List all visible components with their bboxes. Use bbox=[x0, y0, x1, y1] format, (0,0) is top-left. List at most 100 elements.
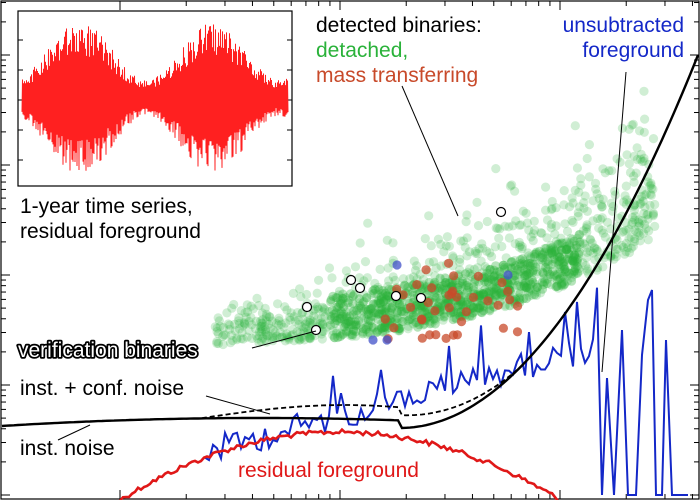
blue-point bbox=[382, 335, 392, 345]
detached-point bbox=[529, 216, 539, 226]
detached-point bbox=[523, 258, 534, 268]
detached-point bbox=[576, 180, 586, 190]
detached-point bbox=[569, 259, 579, 270]
detached-point bbox=[640, 219, 650, 230]
detached-point bbox=[252, 293, 262, 303]
detached-point bbox=[380, 322, 390, 332]
detached-point bbox=[564, 255, 574, 266]
detached-point bbox=[540, 243, 550, 254]
detached-point bbox=[332, 302, 342, 312]
detached-point bbox=[317, 318, 327, 328]
detached-point bbox=[363, 316, 374, 326]
mass-transferring-point bbox=[423, 297, 433, 308]
detached-point bbox=[583, 264, 593, 274]
detached-point bbox=[517, 258, 527, 268]
detached-point bbox=[572, 255, 583, 265]
detached-point bbox=[339, 321, 349, 331]
detached-point bbox=[484, 278, 494, 288]
detached-point bbox=[548, 242, 558, 252]
detached-point bbox=[294, 319, 304, 329]
detached-point bbox=[550, 229, 560, 239]
detached-point bbox=[212, 323, 222, 333]
detached-point bbox=[569, 270, 579, 280]
detached-point bbox=[621, 181, 631, 191]
detached-point bbox=[319, 303, 329, 313]
detached-point bbox=[353, 316, 364, 326]
detached-point bbox=[572, 233, 582, 243]
detached-point bbox=[293, 315, 304, 325]
detached-point bbox=[382, 291, 392, 301]
detached-point bbox=[455, 302, 465, 312]
detached-point bbox=[565, 242, 575, 252]
detached-point bbox=[528, 277, 538, 287]
detached-point bbox=[482, 278, 492, 289]
detached-point bbox=[568, 217, 578, 227]
detached-point bbox=[491, 164, 501, 174]
detached-point bbox=[531, 262, 541, 272]
detached-point bbox=[448, 251, 458, 261]
detached-point bbox=[462, 280, 472, 291]
detached-point bbox=[409, 272, 419, 282]
detached-point bbox=[392, 313, 402, 323]
detached-point bbox=[532, 282, 543, 292]
detached-point bbox=[568, 256, 578, 266]
detached-point bbox=[486, 274, 496, 284]
detached-point bbox=[614, 213, 624, 223]
detached-point bbox=[509, 186, 520, 196]
detached-point bbox=[530, 290, 540, 300]
detached-point bbox=[514, 237, 524, 247]
mass-transferring-label: mass transferring bbox=[316, 64, 478, 87]
detached-point bbox=[305, 333, 315, 343]
detached-point bbox=[560, 264, 570, 274]
detached-point bbox=[553, 239, 563, 249]
detached-point bbox=[513, 264, 523, 275]
detached-point bbox=[535, 288, 546, 298]
detached-point bbox=[234, 324, 245, 334]
detached-point bbox=[372, 327, 382, 338]
detached-point bbox=[560, 254, 570, 264]
detached-point bbox=[468, 303, 479, 313]
detached-point bbox=[540, 248, 550, 258]
mass-transferring-point bbox=[513, 301, 523, 311]
detached-point bbox=[539, 274, 549, 284]
detached-point bbox=[246, 312, 256, 323]
mass-transferring-point bbox=[417, 314, 427, 324]
detached-point bbox=[408, 310, 419, 320]
detached-point bbox=[348, 326, 358, 336]
detached-point bbox=[585, 234, 595, 244]
detached-point bbox=[590, 243, 600, 253]
detached-point bbox=[213, 338, 223, 349]
detached-point bbox=[537, 228, 547, 238]
detached-point bbox=[466, 272, 477, 282]
detached-point bbox=[390, 314, 400, 324]
detached-point bbox=[327, 273, 337, 283]
detached-point bbox=[238, 321, 248, 331]
detached-point bbox=[468, 302, 479, 312]
detached-point bbox=[332, 315, 342, 326]
detached-point bbox=[536, 252, 546, 262]
detached-point bbox=[564, 202, 575, 212]
detached-point bbox=[298, 314, 308, 324]
detached-point bbox=[568, 256, 578, 266]
detached-point bbox=[499, 262, 509, 272]
detached-point bbox=[534, 255, 545, 265]
detached-point bbox=[478, 306, 489, 316]
detached-point bbox=[385, 302, 395, 313]
detached-point bbox=[643, 209, 653, 219]
detached-point bbox=[483, 277, 493, 287]
detached-point bbox=[362, 329, 373, 339]
detached-point bbox=[345, 302, 355, 313]
detached-point bbox=[516, 281, 526, 291]
unsubtracted-label-line1: unsubtracted bbox=[563, 14, 684, 37]
detached-point bbox=[644, 226, 654, 236]
detached-point bbox=[560, 219, 570, 229]
detached-point bbox=[352, 305, 362, 316]
detached-point bbox=[645, 200, 655, 210]
detached-point bbox=[457, 278, 467, 288]
detached-point bbox=[547, 248, 557, 258]
detached-point bbox=[375, 298, 385, 308]
detached-point bbox=[474, 303, 484, 313]
detached-point bbox=[256, 318, 267, 328]
detached-point bbox=[368, 307, 378, 318]
detached-point bbox=[543, 256, 553, 266]
